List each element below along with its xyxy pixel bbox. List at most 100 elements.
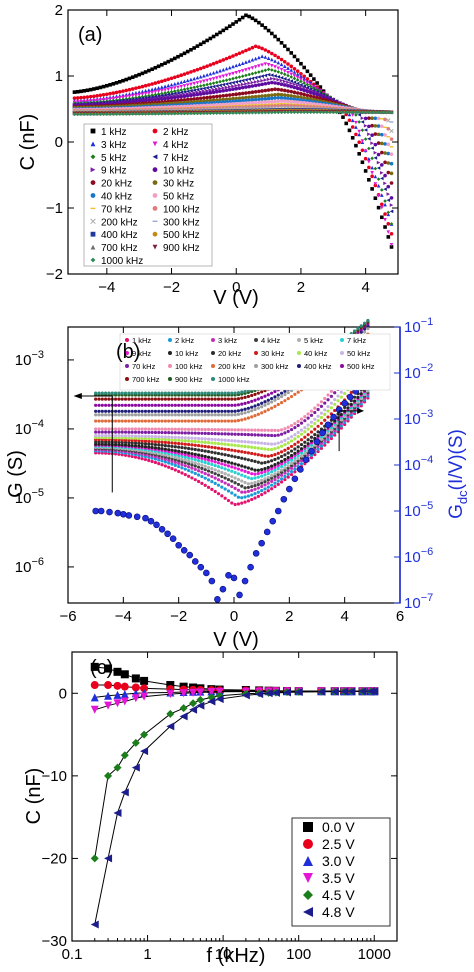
data-point [246, 428, 250, 432]
data-point [120, 397, 124, 401]
data-point [306, 412, 310, 416]
legend-label: 100 kHz [175, 362, 203, 371]
data-point [360, 139, 365, 143]
data-point [299, 442, 304, 447]
data-point [176, 74, 180, 79]
data-point [256, 471, 260, 476]
data-point [117, 409, 121, 413]
data-point [192, 93, 196, 97]
data-point [137, 93, 141, 97]
data-point [208, 85, 213, 90]
data-point [147, 91, 151, 96]
data-point [308, 84, 313, 89]
legend-marker [340, 364, 344, 368]
data-point [127, 391, 131, 395]
data-point [256, 490, 260, 494]
data-point [326, 393, 330, 397]
data-point [203, 397, 207, 401]
data-point [257, 20, 261, 25]
data-point [113, 440, 118, 444]
data-point [208, 82, 213, 86]
data-point [163, 437, 167, 442]
data-point [302, 101, 306, 105]
data-point [117, 391, 121, 395]
data-point [176, 88, 180, 93]
data-point [282, 93, 287, 97]
data-point [189, 86, 193, 90]
data-point [137, 403, 141, 407]
data-point [123, 409, 128, 413]
data-point [326, 404, 330, 409]
data-point [157, 462, 161, 466]
data-point [166, 96, 171, 101]
series-a-1000kHz [72, 110, 394, 117]
data-point [108, 112, 112, 116]
data-point [319, 421, 324, 425]
data-point [344, 112, 349, 117]
data-point [216, 419, 221, 423]
data-point [150, 95, 154, 99]
data-point [134, 95, 138, 100]
x-tick-label: 4 [340, 608, 348, 625]
data-point [72, 90, 77, 94]
data-point [167, 441, 171, 445]
data-point [227, 99, 232, 104]
dc-data-point [236, 591, 243, 599]
data-point [143, 96, 148, 100]
data-point [220, 397, 224, 401]
data-point [279, 75, 284, 80]
data-point [195, 81, 200, 85]
data-point [216, 432, 221, 436]
data-point [223, 432, 227, 436]
data-point [231, 96, 235, 101]
data-point [117, 427, 121, 431]
data-point [329, 401, 333, 405]
data-point [113, 430, 118, 434]
data-point [266, 67, 271, 72]
data-point [370, 133, 374, 138]
data-point [177, 459, 181, 463]
data-point [299, 84, 303, 89]
data-point [163, 464, 167, 468]
legend-label: 40 kHz [101, 192, 132, 203]
data-point [363, 110, 368, 115]
data-point [190, 454, 194, 458]
tick-base: 10 [404, 549, 421, 566]
data-point [163, 440, 167, 444]
data-point [153, 94, 158, 99]
data-point [299, 95, 303, 100]
data-point [276, 55, 281, 60]
data-point [250, 405, 254, 409]
data-point [244, 13, 248, 18]
data-point [177, 397, 181, 401]
data-point [266, 478, 270, 482]
data-point [169, 86, 174, 91]
data-point [244, 81, 248, 86]
legend-label: 30 kHz [261, 349, 285, 358]
data-point [127, 441, 131, 445]
data-point [289, 94, 294, 98]
data-point [357, 140, 361, 144]
data-point [244, 91, 248, 95]
data-point [127, 112, 132, 116]
data-point [286, 89, 290, 93]
data-point [266, 471, 270, 476]
data-point [127, 454, 131, 458]
dc-data-point [125, 512, 133, 519]
data-point [203, 437, 207, 441]
data-point [183, 427, 187, 431]
data-point [114, 90, 119, 95]
legend-label: 300 kHz [163, 217, 200, 228]
data-point [321, 95, 326, 99]
data-point [253, 472, 257, 476]
data-point [286, 460, 290, 465]
data-point [292, 85, 297, 90]
legend-label: 200 kHz [101, 217, 138, 228]
data-point [303, 415, 307, 419]
data-point [183, 391, 187, 395]
data-point [263, 409, 267, 413]
legend-marker [90, 167, 96, 173]
data-point [100, 430, 104, 434]
data-point [169, 58, 174, 62]
data-point [131, 763, 140, 772]
